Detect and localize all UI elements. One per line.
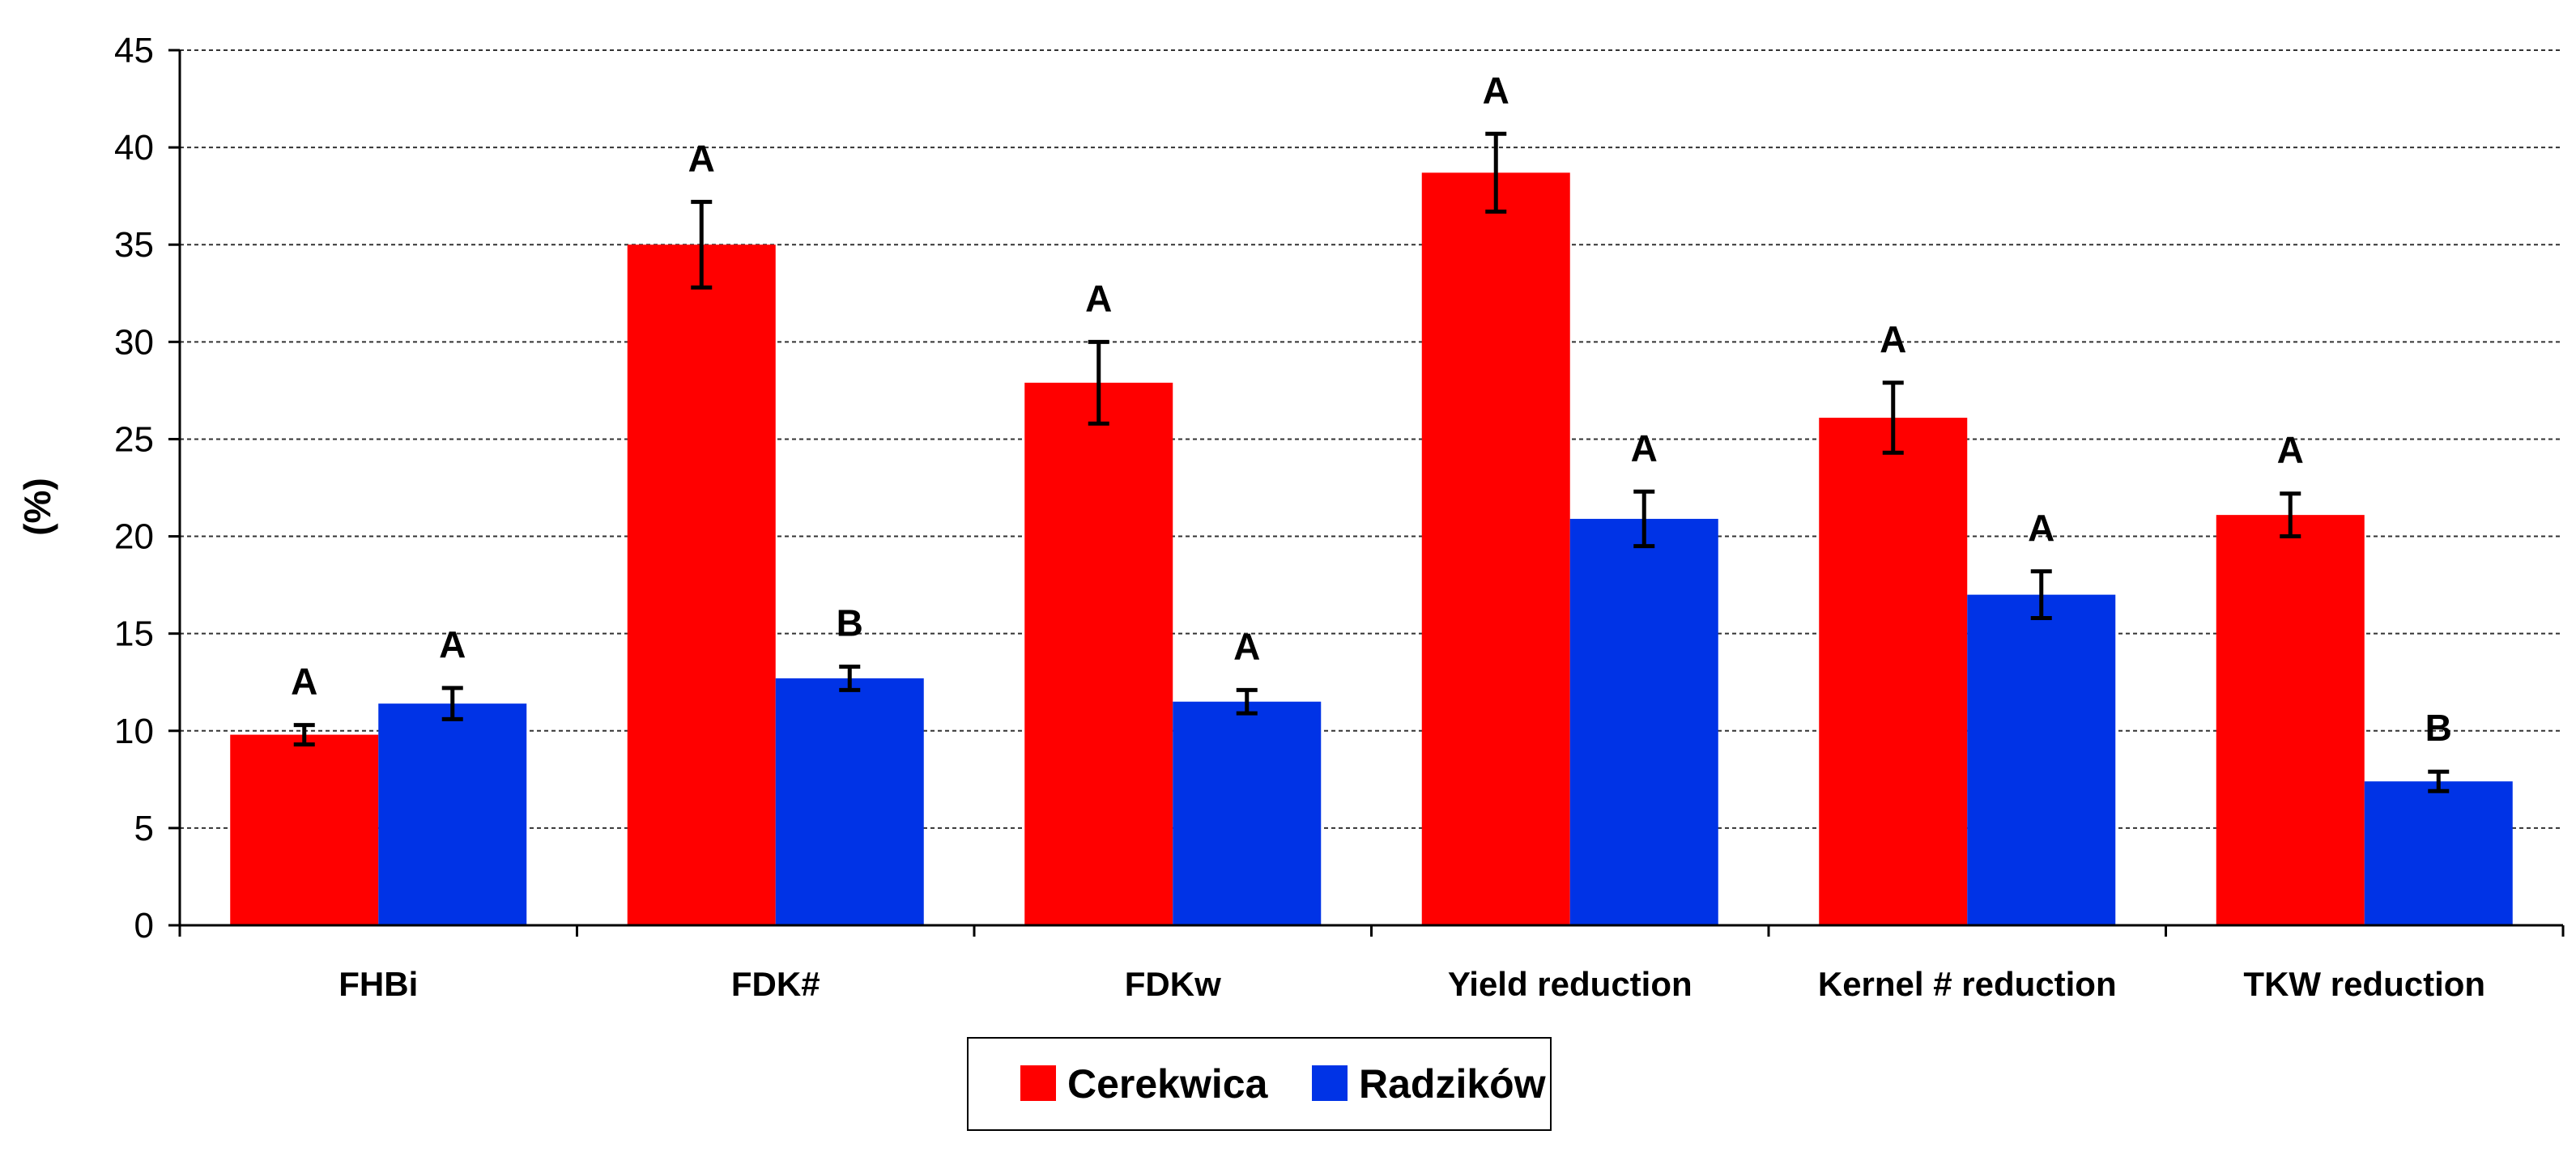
significance-label: A — [291, 661, 317, 703]
category-label: Kernel # reduction — [1818, 965, 2117, 1003]
axes — [168, 49, 2565, 937]
significance-label: A — [2277, 429, 2304, 471]
y-tick-label: 0 — [134, 906, 154, 946]
bar-cerekwica — [2216, 515, 2365, 925]
bar-cerekwica — [627, 244, 776, 925]
bar-cerekwica — [1421, 172, 1570, 926]
y-tick-label: 10 — [114, 712, 154, 751]
bar-radzików — [1967, 594, 2116, 925]
category-label: Yield reduction — [1448, 965, 1692, 1003]
labels: 0 5 10 15 20 25 30 35 40 45 FHBi A A FDK# A B FDKw A A Yiel… — [114, 31, 2485, 1003]
y-tick-label: 25 — [114, 419, 154, 459]
bar-radzików — [2364, 781, 2513, 925]
y-axis-label: (%) — [16, 478, 58, 536]
bar-radzików — [378, 703, 527, 925]
legend-label: Cerekwica — [1067, 1061, 1269, 1107]
significance-label: B — [2425, 707, 2452, 749]
category-label: FHBi — [338, 965, 418, 1003]
bar-radzików — [1173, 701, 1322, 925]
legend-swatch — [1020, 1065, 1056, 1101]
legend-box — [967, 1037, 1552, 1131]
significance-label: B — [837, 602, 863, 644]
legend-label: Radzików — [1359, 1061, 1546, 1107]
bar-cerekwica — [1024, 382, 1173, 925]
significance-label: A — [1233, 625, 1260, 667]
bar-radzików — [775, 678, 924, 925]
significance-label: A — [2028, 507, 2054, 549]
y-tick-label: 45 — [114, 31, 154, 70]
legend-swatch — [1312, 1065, 1348, 1101]
bar-cerekwica — [1819, 418, 1968, 925]
y-tick-label: 40 — [114, 128, 154, 168]
y-tick-label: 20 — [114, 517, 154, 557]
category-label: FDK# — [731, 965, 820, 1003]
bar-cerekwica — [230, 734, 379, 925]
bars — [230, 131, 2513, 926]
significance-label: A — [688, 137, 715, 179]
y-tick-label: 35 — [114, 225, 154, 265]
bar-radzików — [1569, 518, 1718, 925]
significance-label: A — [1880, 318, 1906, 360]
category-label: FDKw — [1125, 965, 1221, 1003]
significance-label: A — [1631, 427, 1658, 469]
category-label: TKW reduction — [2243, 965, 2485, 1003]
y-tick-label: 5 — [134, 809, 154, 848]
significance-label: A — [1085, 277, 1112, 319]
significance-label: A — [439, 623, 466, 665]
gridlines — [180, 49, 2563, 829]
y-tick-label: 30 — [114, 322, 154, 362]
significance-label: A — [1483, 69, 1509, 111]
y-tick-label: 15 — [114, 614, 154, 654]
legend: Cerekwica Radzików — [967, 1037, 1552, 1131]
